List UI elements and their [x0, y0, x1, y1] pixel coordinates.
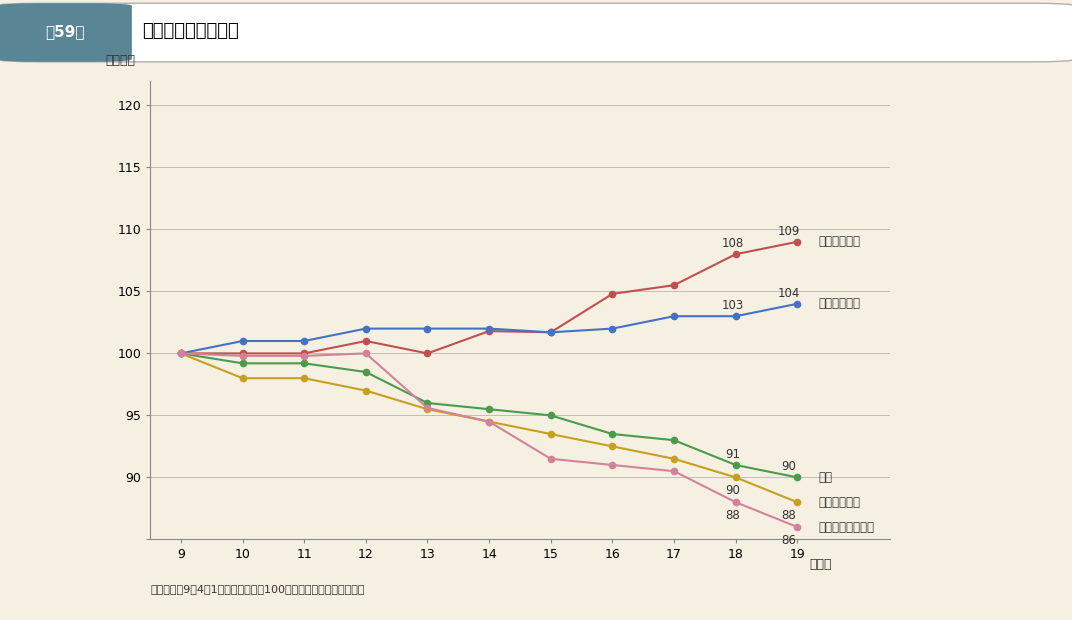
Bar: [64, 4, 121, 61]
Text: 88: 88: [726, 509, 741, 522]
Text: 103: 103: [721, 299, 744, 312]
FancyBboxPatch shape: [0, 3, 132, 62]
Text: 総計: 総計: [819, 471, 833, 484]
Text: （年）: （年）: [809, 558, 832, 571]
Text: （指数）: （指数）: [106, 54, 136, 67]
Text: 104: 104: [778, 287, 800, 300]
Text: （注）平成9年4月1日現在の人数を100とした場合の指数である。: （注）平成9年4月1日現在の人数を100とした場合の指数である。: [150, 584, 364, 594]
Text: 90: 90: [726, 484, 741, 497]
FancyBboxPatch shape: [0, 3, 1072, 62]
Text: 教育関係職員: 教育関係職員: [819, 496, 861, 508]
Text: 消防関係職員: 消防関係職員: [819, 298, 861, 310]
Text: 90: 90: [781, 461, 796, 474]
Text: 109: 109: [778, 225, 800, 238]
Text: 地方公務員数の推移: 地方公務員数の推移: [143, 22, 239, 40]
Text: 警察関係職員: 警察関係職員: [819, 236, 861, 248]
Text: 第59図: 第59図: [45, 24, 85, 38]
Text: 91: 91: [726, 448, 741, 461]
Text: 88: 88: [781, 509, 796, 522]
Text: 一般行政関係職員: 一般行政関係職員: [819, 521, 875, 533]
Text: 108: 108: [721, 237, 744, 250]
Text: 86: 86: [781, 534, 796, 547]
